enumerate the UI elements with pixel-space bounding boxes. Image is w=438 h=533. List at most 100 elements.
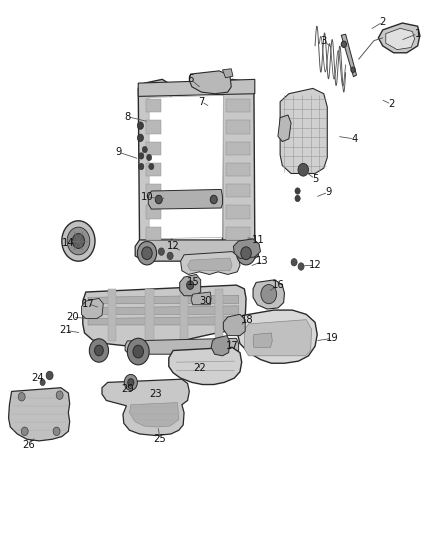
Text: 17: 17 — [226, 341, 238, 351]
Polygon shape — [226, 227, 251, 240]
Polygon shape — [146, 205, 161, 219]
Polygon shape — [278, 115, 291, 142]
Polygon shape — [180, 289, 188, 341]
Text: 22: 22 — [193, 362, 206, 373]
Circle shape — [158, 248, 164, 255]
Text: 4: 4 — [351, 134, 357, 144]
Polygon shape — [125, 338, 239, 354]
Polygon shape — [226, 205, 251, 219]
Text: 9: 9 — [325, 187, 331, 197]
Text: 12: 12 — [167, 241, 180, 251]
Circle shape — [95, 345, 103, 356]
Polygon shape — [191, 292, 211, 305]
Polygon shape — [226, 120, 251, 134]
Text: 17: 17 — [81, 298, 95, 309]
Text: 2: 2 — [380, 17, 386, 27]
Circle shape — [237, 241, 256, 265]
Circle shape — [40, 379, 45, 385]
Polygon shape — [148, 189, 223, 209]
Polygon shape — [226, 99, 251, 112]
Circle shape — [295, 188, 300, 194]
Text: 7: 7 — [198, 96, 205, 107]
Circle shape — [241, 247, 251, 260]
Text: 6: 6 — [187, 75, 194, 84]
Circle shape — [138, 241, 156, 265]
Text: 13: 13 — [256, 256, 269, 266]
Polygon shape — [215, 289, 223, 341]
Text: 1: 1 — [414, 29, 421, 39]
Circle shape — [138, 122, 144, 130]
Text: 30: 30 — [200, 296, 212, 306]
Circle shape — [139, 164, 144, 169]
Circle shape — [129, 340, 148, 364]
Text: 24: 24 — [32, 373, 44, 383]
Text: 5: 5 — [312, 174, 318, 184]
Polygon shape — [180, 274, 201, 296]
Circle shape — [210, 195, 217, 204]
Circle shape — [138, 134, 144, 142]
Text: 23: 23 — [149, 389, 162, 399]
Polygon shape — [211, 336, 230, 356]
Text: 19: 19 — [326, 333, 339, 343]
Polygon shape — [223, 69, 233, 78]
Polygon shape — [149, 95, 223, 239]
Polygon shape — [237, 310, 317, 364]
Circle shape — [134, 346, 143, 357]
Text: 2: 2 — [388, 99, 395, 109]
Text: 16: 16 — [272, 280, 284, 290]
Text: 8: 8 — [124, 111, 131, 122]
Polygon shape — [378, 23, 420, 53]
Text: 20: 20 — [67, 312, 79, 322]
Circle shape — [295, 195, 300, 201]
Circle shape — [261, 285, 277, 304]
Polygon shape — [146, 120, 161, 134]
Circle shape — [291, 259, 297, 266]
Text: 14: 14 — [62, 238, 75, 247]
Circle shape — [21, 427, 28, 435]
Text: 18: 18 — [241, 314, 254, 325]
Circle shape — [139, 153, 144, 159]
Text: 3: 3 — [321, 36, 327, 45]
Circle shape — [155, 195, 162, 204]
Circle shape — [18, 392, 25, 401]
Polygon shape — [244, 320, 311, 356]
Text: 11: 11 — [252, 235, 265, 245]
Polygon shape — [253, 280, 285, 309]
Text: 29: 29 — [121, 384, 134, 394]
Polygon shape — [233, 239, 261, 259]
Text: 25: 25 — [154, 434, 166, 445]
Polygon shape — [81, 298, 103, 319]
Polygon shape — [88, 306, 239, 314]
Polygon shape — [146, 227, 161, 240]
Circle shape — [62, 221, 95, 261]
Polygon shape — [138, 79, 172, 255]
Circle shape — [149, 164, 154, 169]
Circle shape — [187, 281, 194, 289]
Circle shape — [72, 233, 85, 248]
Circle shape — [351, 67, 355, 72]
Text: 10: 10 — [141, 192, 153, 203]
Text: 21: 21 — [59, 325, 72, 335]
Circle shape — [53, 427, 60, 435]
Polygon shape — [223, 79, 255, 253]
Polygon shape — [146, 184, 161, 197]
Polygon shape — [130, 402, 179, 427]
Polygon shape — [226, 184, 251, 197]
Polygon shape — [146, 99, 161, 112]
Polygon shape — [341, 34, 357, 77]
Polygon shape — [102, 379, 189, 435]
Circle shape — [167, 252, 173, 260]
Polygon shape — [226, 163, 251, 176]
Polygon shape — [386, 28, 415, 50]
Polygon shape — [226, 142, 251, 155]
Text: 15: 15 — [187, 278, 199, 287]
Circle shape — [56, 391, 63, 399]
Polygon shape — [145, 289, 153, 341]
Circle shape — [298, 263, 304, 270]
Text: 12: 12 — [309, 261, 321, 270]
Polygon shape — [88, 317, 239, 325]
Circle shape — [124, 374, 138, 390]
Circle shape — [142, 247, 152, 260]
Polygon shape — [9, 387, 70, 441]
Circle shape — [341, 41, 346, 47]
